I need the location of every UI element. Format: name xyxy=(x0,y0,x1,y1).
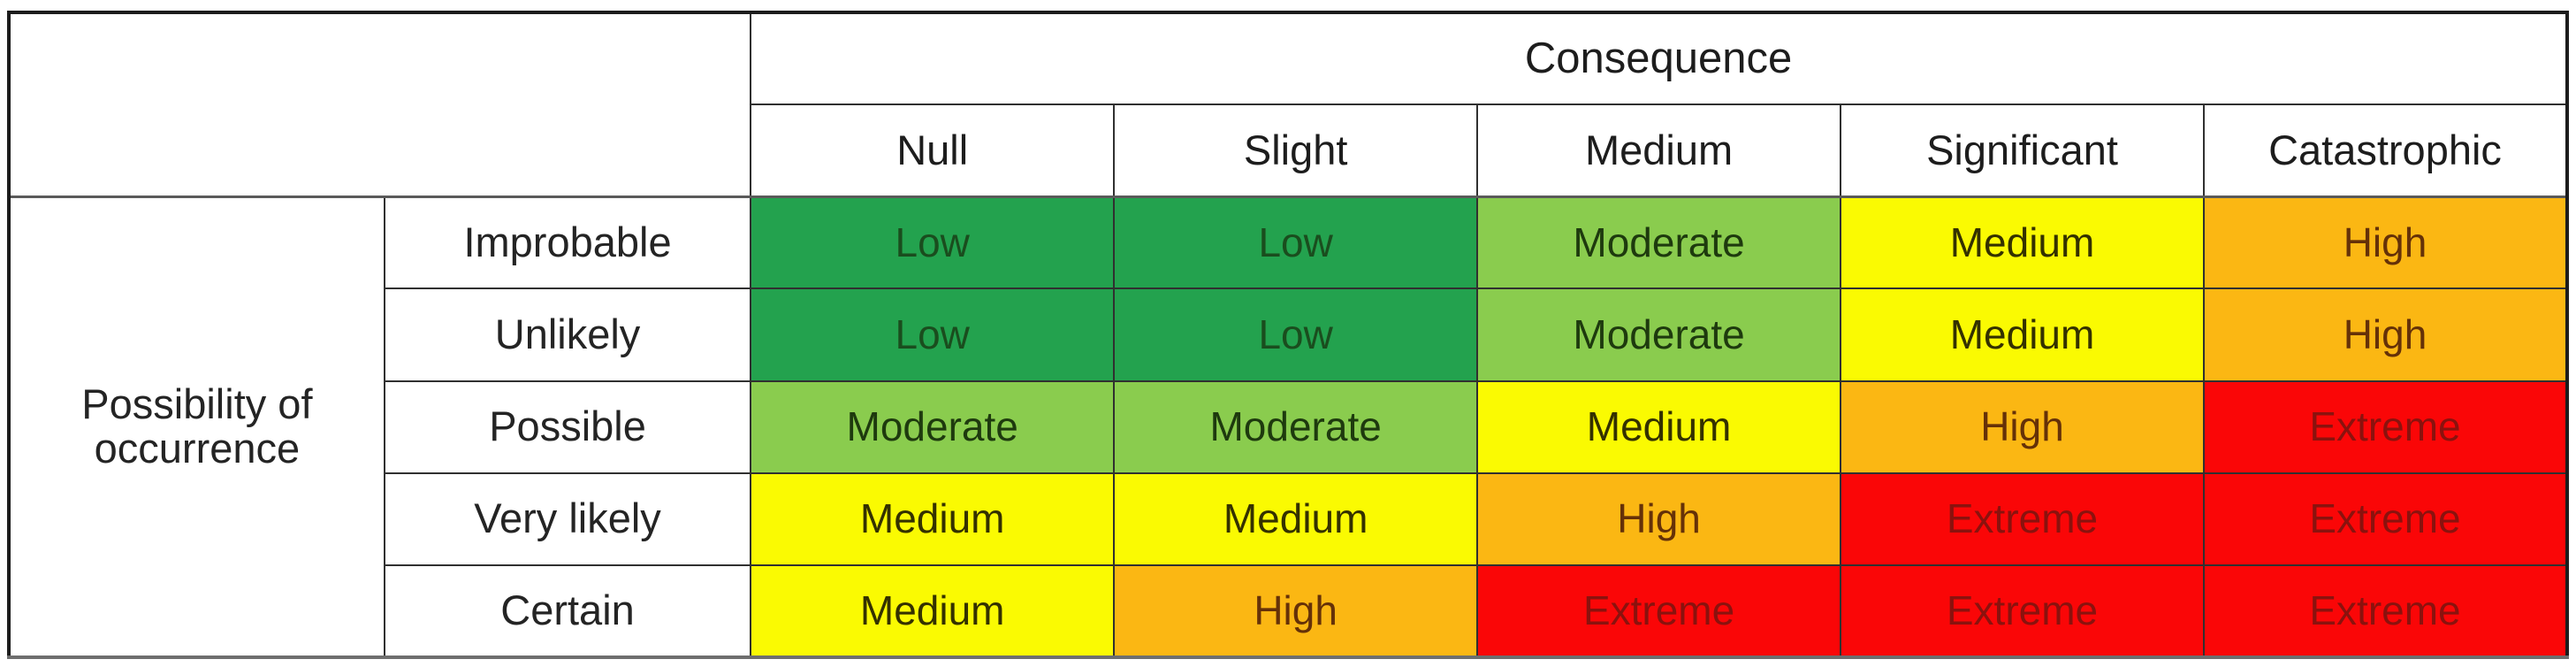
risk-cell: Extreme xyxy=(1840,564,2205,659)
risk-cell: Medium xyxy=(1840,288,2205,382)
risk-matrix-figure: Consequence Null Slight Medium Significa… xyxy=(7,11,2569,659)
risk-cell: High xyxy=(1476,472,1842,566)
risk-cell: Medium xyxy=(1113,472,1479,566)
risk-cell: Extreme xyxy=(2202,380,2569,474)
risk-cell: Medium xyxy=(750,472,1116,566)
risk-cell: Moderate xyxy=(750,380,1116,474)
row-header-very-likely: Very likely xyxy=(383,472,752,566)
risk-cell: Moderate xyxy=(1476,288,1842,382)
risk-cell: High xyxy=(2202,288,2569,382)
row-header-unlikely: Unlikely xyxy=(383,288,752,382)
risk-cell: Moderate xyxy=(1113,380,1479,474)
risk-cell: High xyxy=(1113,564,1479,659)
risk-cell: High xyxy=(2202,195,2569,290)
risk-cell: Extreme xyxy=(1476,564,1842,659)
risk-matrix-table: Consequence Null Slight Medium Significa… xyxy=(7,11,2569,659)
risk-cell: High xyxy=(1840,380,2205,474)
risk-cell: Low xyxy=(750,288,1116,382)
column-header-significant: Significant xyxy=(1840,104,2205,198)
column-header-null: Null xyxy=(750,104,1116,198)
risk-cell: Moderate xyxy=(1476,195,1842,290)
risk-cell: Extreme xyxy=(1840,472,2205,566)
column-header-catastrophic: Catastrophic xyxy=(2202,104,2569,198)
risk-cell: Extreme xyxy=(2202,472,2569,566)
column-header-slight: Slight xyxy=(1113,104,1479,198)
risk-cell: Medium xyxy=(1840,195,2205,290)
row-header-improbable: Improbable xyxy=(383,195,752,290)
corner-blank-cell xyxy=(7,11,752,198)
risk-cell: Low xyxy=(1113,195,1479,290)
row-header-certain: Certain xyxy=(383,564,752,659)
possibility-axis-title: Possibility of occurrence xyxy=(8,195,385,658)
risk-cell: Medium xyxy=(1476,380,1842,474)
row-header-possible: Possible xyxy=(383,380,752,474)
risk-cell: Extreme xyxy=(2202,564,2569,659)
consequence-axis-title: Consequence xyxy=(750,11,2568,106)
risk-cell: Low xyxy=(1113,288,1479,382)
column-header-medium: Medium xyxy=(1476,104,1842,198)
risk-cell: Low xyxy=(750,195,1116,290)
risk-cell: Medium xyxy=(750,564,1116,659)
